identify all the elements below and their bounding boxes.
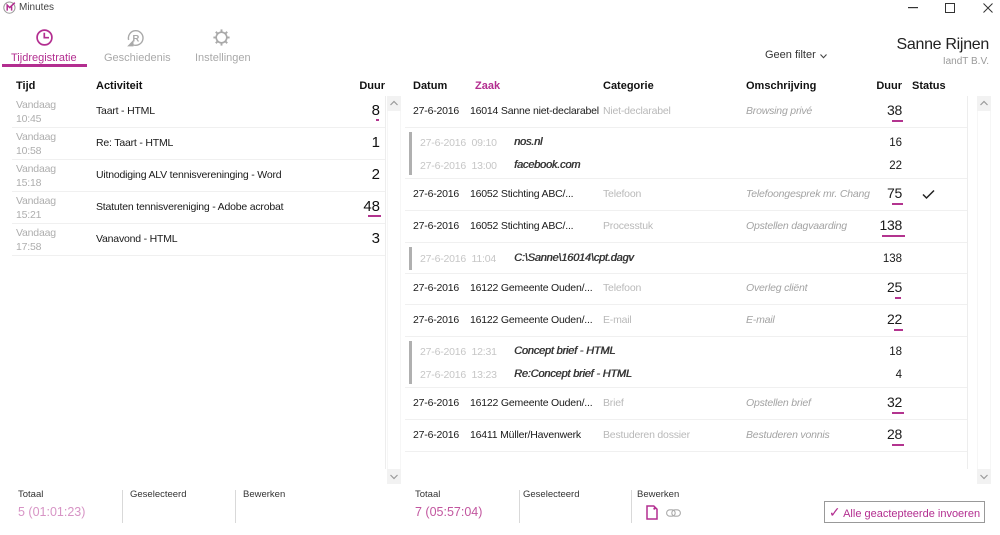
svg-text:R: R: [132, 33, 139, 44]
